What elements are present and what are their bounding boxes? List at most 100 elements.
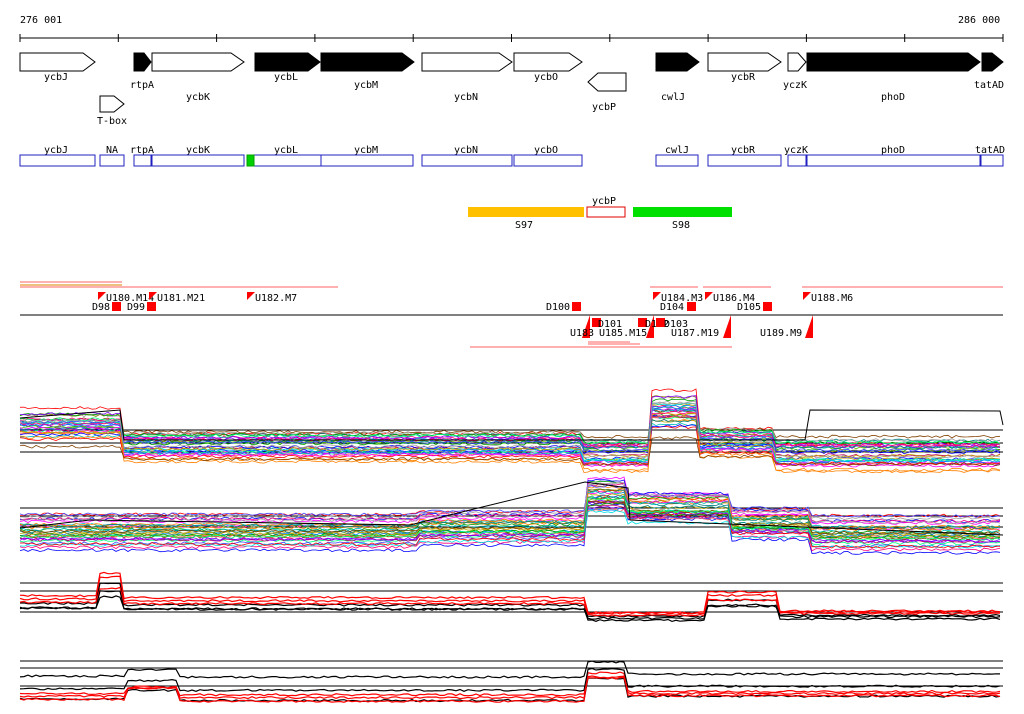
svg-text:U182.M7: U182.M7 [255,293,297,304]
gene-label-ycbM: ycbM [354,80,378,91]
marker-U188-M6[interactable]: U188.M6 [803,292,853,315]
gene-arrow-ycbJ[interactable]: ycbJ [19,52,96,83]
marker-D104[interactable]: D104 [660,302,696,313]
feature-box-cwlJ[interactable]: cwlJ [655,145,699,167]
svg-text:NA: NA [106,145,118,156]
marker-U186-M4[interactable]: U186.M4 [705,292,755,315]
expression-trace [19,405,1001,445]
marker-U187-M19[interactable]: U187.M19 [671,315,731,339]
expression-trace [19,582,1001,620]
svg-text:S97: S97 [515,220,533,231]
gene-label-tatAD: tatAD [974,80,1004,91]
gene-label-phoD: phoD [881,92,905,103]
gene-arrow-phoD[interactable]: phoD [806,52,981,103]
marker-D101[interactable]: D101 [592,318,622,330]
gene-arrow-ycbO[interactable]: ycbO [513,52,583,83]
svg-text:U183: U183 [570,328,594,339]
feature-box-yczK[interactable]: yczK [784,145,808,167]
gene-arrow-ycbK[interactable]: ycbK [151,52,245,103]
gene-label-ycbR: ycbR [731,72,756,83]
marker-U185-M15[interactable]: U185.M15 [599,315,654,339]
marker-U180-M14[interactable]: U180.M14 [98,292,154,315]
expression-trace [19,409,1004,441]
feature-box-tatAD[interactable]: tatAD [975,145,1005,167]
svg-text:D98: D98 [92,302,110,313]
feature-box-ycbL[interactable]: ycbL [246,145,322,167]
tbox-arrow[interactable]: T-box [97,95,127,127]
expression-trace [19,408,1001,439]
feature-box-ycbK[interactable]: ycbK [151,145,245,167]
svg-text:ycbM: ycbM [354,145,378,156]
gene-label-rtpA: rtpA [130,80,154,91]
marker-D103[interactable]: D103 [656,318,688,330]
svg-text:D105: D105 [737,302,761,313]
gene-arrow-yczK[interactable]: yczK [783,52,807,91]
gene-arrow-rtpA[interactable]: rtpA [130,52,154,91]
segment-S98[interactable]: S98 [633,207,732,231]
svg-text:ycbK: ycbK [186,145,210,156]
expression-trace [19,496,1001,541]
feature-box-phoD[interactable]: phoD [806,145,981,167]
feature-box-ycbR[interactable]: ycbR [707,145,782,167]
expression-trace [19,482,1001,521]
gene-arrow-ycbN[interactable]: ycbN [421,52,513,103]
gene-arrow-ycbP[interactable]: ycbP [587,72,627,113]
expression-trace [19,500,1001,535]
marker-D105[interactable]: D105 [737,302,772,313]
marker-track: D98 U180.M14 D99 U181.M21 U182.M7 D100 U… [20,281,1003,348]
expression-panel-2 [19,476,1004,555]
ruler-end-label: 286 000 [958,15,1000,26]
feature-box-ycbO[interactable]: ycbO [513,145,583,167]
expression-trace [19,436,1001,467]
segment-S97[interactable]: S97 [468,207,584,231]
gene-label-yczK: yczK [783,80,807,91]
segment-ycbP[interactable]: ycbP [586,196,626,218]
feature-box-ycbL-highlight [246,154,255,167]
svg-text:ycbP: ycbP [592,196,616,207]
gene-arrow-cwlJ[interactable]: cwlJ [655,52,700,103]
marker-U181-M21[interactable]: U181.M21 [149,292,205,315]
svg-text:cwlJ: cwlJ [665,145,689,156]
marker-D100[interactable]: D100 [546,302,581,313]
gene-arrow-ycbR[interactable]: ycbR [707,52,782,83]
marker-U183[interactable]: U183 [570,315,594,339]
expression-trace [19,675,1001,700]
expression-trace [19,660,1001,679]
expression-trace [19,415,1001,463]
expression-trace [19,415,1001,446]
feature-box-ycbJ[interactable]: ycbJ [19,145,96,167]
expression-trace [20,496,1001,549]
gene-label-ycbO: ycbO [534,72,558,83]
feature-box-NA[interactable]: NA [99,145,125,167]
expression-trace [19,575,1000,617]
feature-box-track: ycbJ NA rtpA ycbK ycbL ycbM ycbN [19,145,1005,167]
expression-trace [19,676,1001,697]
expression-trace [19,481,1001,525]
svg-text:rtpA: rtpA [130,145,154,156]
expression-trace [19,501,1001,552]
expression-trace [19,492,1001,538]
svg-text:ycbR: ycbR [731,145,756,156]
expression-trace [19,425,1001,466]
feature-box-ycbN[interactable]: ycbN [421,145,513,167]
marker-D98[interactable]: D98 [92,302,121,313]
ruler-ticks [19,34,1004,42]
gene-arrow-ycbM[interactable]: ycbM [320,52,415,91]
expression-trace [19,408,1001,468]
expression-trace [19,401,1001,459]
svg-text:D104: D104 [660,302,684,313]
feature-box-rtpA[interactable]: rtpA [130,145,154,167]
marker-U182-M7[interactable]: U182.M7 [247,292,297,315]
marker-U189-M9[interactable]: U189.M9 [760,315,813,339]
gene-label-ycbJ: ycbJ [44,72,68,83]
marker-D99[interactable]: D99 [127,302,156,313]
gene-arrow-ycbL[interactable]: ycbL [254,52,321,83]
expression-trace [19,508,1001,540]
expression-panel-3 [19,571,1003,623]
feature-box-ycbM[interactable]: ycbM [320,145,414,167]
expression-trace [19,406,1001,453]
svg-text:U181.M21: U181.M21 [157,293,205,304]
gene-arrow-tatAD[interactable]: tatAD [974,52,1004,91]
marker-U184-M3[interactable]: U184.M3 [653,292,703,315]
